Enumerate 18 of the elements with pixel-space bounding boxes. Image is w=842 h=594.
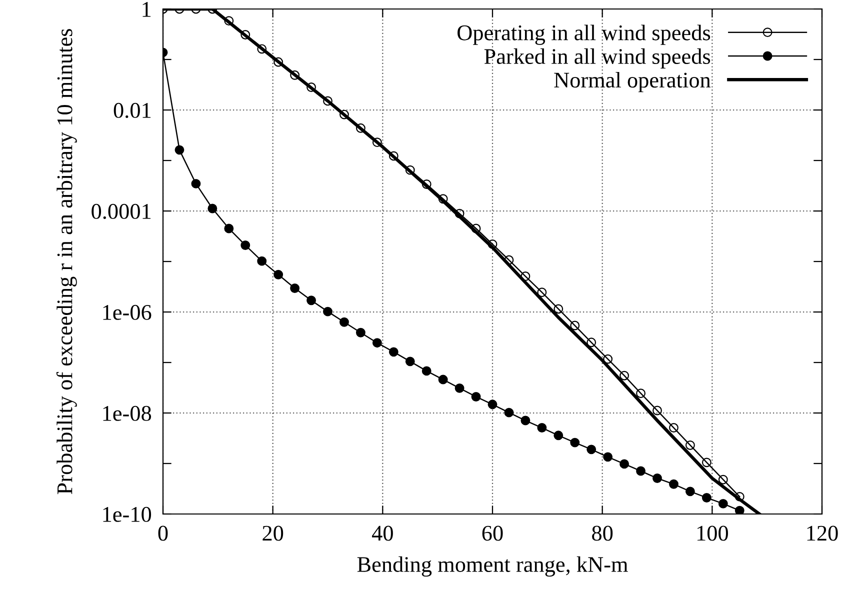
x-axis-title: Bending moment range, kN-m [357, 556, 628, 577]
y-tick-label: 1e-08 [103, 406, 152, 421]
x-tick-label: 120 [807, 526, 838, 541]
x-tick-label: 60 [482, 526, 503, 541]
legend-label: Normal operation [554, 72, 711, 92]
y-tick-label: 1 [142, 2, 151, 17]
x-tick-label: 40 [372, 526, 393, 541]
y-tick-label: 1e-06 [103, 304, 152, 320]
legend-label: Parked in all wind speeds [484, 48, 710, 69]
y-tick-label: 0.0001 [92, 204, 151, 220]
x-tick-label: 100 [697, 526, 728, 541]
x-tick-label: 0 [158, 526, 168, 541]
x-tick-label: 80 [592, 526, 613, 541]
legend-label: Operating in all wind speeds [458, 24, 710, 45]
y-tick-label: 1e-10 [103, 506, 152, 522]
x-tick-label: 20 [262, 526, 284, 541]
y-tick-label: 0.01 [114, 102, 151, 118]
y-axis-title: Probability of exceeding r in an arbitrary 10 minutes [56, 29, 77, 494]
